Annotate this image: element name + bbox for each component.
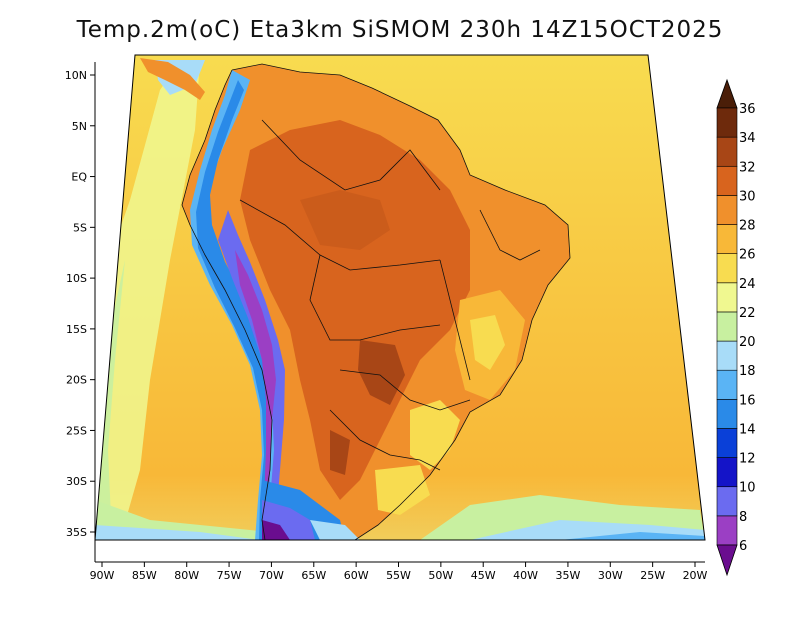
colorbar-segment [717,283,737,312]
lat-tick-label: 5S [73,221,87,234]
lon-tick-label: 20W [683,569,708,582]
temperature-map: 10N 5N EQ 5S 10S 15S 20S 25S 30S 35S 90W 85W 80W 75W… [0,0,800,618]
colorbar-label: 8 [739,510,747,525]
colorbar-label: 24 [739,277,756,292]
lon-tick-label: 25W [640,569,665,582]
lon-tick-label: 30W [598,569,623,582]
colorbar-segment [717,428,737,457]
colorbar-label: 20 [739,335,756,350]
lon-tick-label: 60W [344,569,369,582]
colorbar-label: 30 [739,189,756,204]
colorbar-label: 10 [739,481,756,496]
lat-tick-label: 15S [66,323,87,336]
lon-tick-label: 80W [174,569,199,582]
colorbar-segment [717,516,737,545]
colorbar-label: 16 [739,393,756,408]
colorbar-segment [717,458,737,487]
lat-tick-label: 25S [66,424,87,437]
latitude-ticks: 10N 5N EQ 5S 10S 15S 20S 25S 30S 35S [65,69,95,539]
lon-tick-label: 70W [259,569,284,582]
colorbar-label: 14 [739,422,756,437]
lon-tick-label: 45W [471,569,496,582]
colorbar-segment [717,108,737,137]
colorbar-label: 22 [739,306,756,321]
colorbar-segment [717,137,737,166]
colorbar-over-triangle [717,80,737,108]
colorbar-segment [717,166,737,195]
lon-tick-label: 90W [90,569,115,582]
colorbar-label: 18 [739,364,756,379]
lat-tick-label: 10N [65,69,87,82]
lat-tick-label: 5N [72,120,87,133]
colorbar-segment [717,195,737,224]
colorbar-under-triangle [717,545,737,575]
lat-tick-label: EQ [71,171,87,184]
lon-tick-label: 35W [555,569,580,582]
lon-tick-label: 50W [428,569,453,582]
colorbar: 6 8 10 12 14 16 18 20 22 24 26 28 30 32 34 36 [717,80,756,575]
lon-tick-label: 85W [132,569,157,582]
lon-tick-label: 40W [513,569,538,582]
colorbar-label: 26 [739,248,756,263]
colorbar-label: 6 [739,539,747,554]
colorbar-label: 12 [739,452,756,467]
lat-tick-label: 30S [66,475,87,488]
longitude-ticks: 90W 85W 80W 75W 70W 65W 60W 55W 50W 45W 40W 35W 30W 2… [90,562,708,582]
colorbar-segment [717,341,737,370]
lon-tick-label: 65W [301,569,326,582]
colorbar-segment [717,312,737,341]
colorbar-label: 34 [739,131,756,146]
colorbar-segment [717,254,737,283]
colorbar-label: 32 [739,160,756,175]
lat-tick-label: 35S [66,526,87,539]
colorbar-segment [717,225,737,254]
lat-tick-label: 20S [66,374,87,387]
colorbar-label: 28 [739,219,756,234]
colorbar-label: 36 [739,102,756,117]
lat-tick-label: 10S [66,272,87,285]
colorbar-segment [717,399,737,428]
colorbar-segment [717,370,737,399]
colorbar-segment [717,487,737,516]
lon-tick-label: 75W [217,569,242,582]
lon-tick-label: 55W [386,569,411,582]
temperature-field [90,50,710,550]
